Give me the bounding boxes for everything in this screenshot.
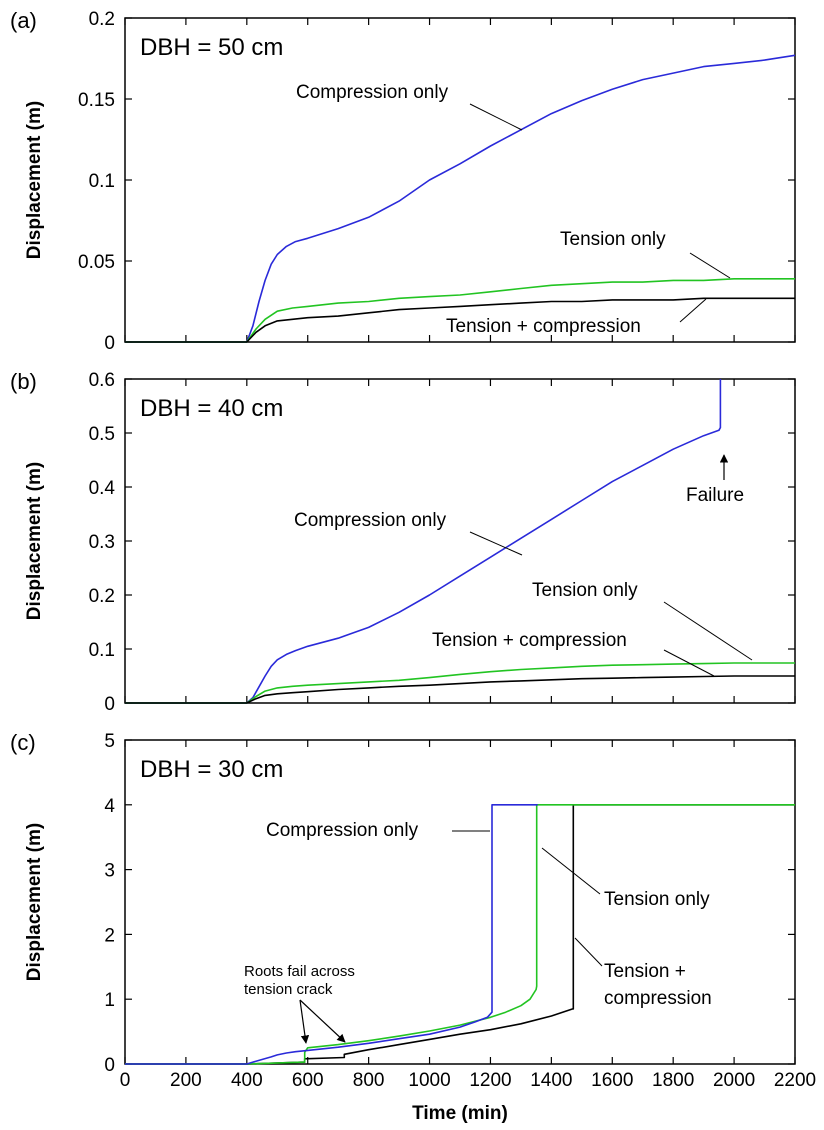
panel-title: DBH = 50 cm (140, 34, 283, 61)
y-tick-label: 0 (104, 694, 115, 715)
x-tick-label: 1600 (591, 1070, 633, 1091)
plot-frame (124, 739, 796, 1065)
series-line-compression (125, 54, 796, 343)
series-line-tension (125, 662, 795, 704)
x-tick-label: 1800 (652, 1070, 694, 1091)
x-tick-label: 200 (170, 1070, 202, 1091)
y-tick-label: 5 (104, 731, 115, 752)
leader-line (663, 649, 715, 677)
annotation-tension-plus: Tension + (604, 961, 686, 982)
y-tick-label: 0.4 (89, 478, 116, 499)
plot-frame (124, 378, 796, 704)
y-axis-label: Displacement (m) (24, 823, 45, 981)
series-line-compression (125, 379, 722, 704)
x-tick-label: 1400 (530, 1070, 572, 1091)
y-ticks: 0 0.1 0.2 0.3 0.4 0.5 0.6 (89, 370, 795, 715)
y-tick-label: 4 (104, 796, 115, 817)
y-tick-label: 0.5 (89, 424, 115, 445)
y-tick-label: 0.2 (89, 9, 115, 30)
panel-b: 0 0.1 0.2 0.3 0.4 0.5 0.6 (b) DBH = 40 cm Disp… (10, 369, 796, 715)
annotation-roots-fail-line1: Roots fail across (244, 963, 355, 980)
y-tick-label: 0.15 (78, 90, 115, 111)
y-tick-label: 0.6 (89, 370, 115, 391)
series-line-compression (125, 803, 538, 1065)
panel-label: (b) (10, 369, 37, 394)
y-ticks: 0 0.05 0.1 0.15 0.2 (78, 9, 795, 354)
annotation-compression-only: Compression only (266, 820, 419, 841)
panel-label: (a) (10, 8, 37, 33)
roots-fail-arrow (299, 999, 346, 1043)
annotation-compression: compression (604, 988, 712, 1009)
y-tick-label: 0 (104, 333, 115, 354)
leader-line (663, 601, 753, 661)
y-tick-label: 0.2 (89, 586, 115, 607)
y-tick-label: 0.1 (89, 640, 115, 661)
series-group (125, 803, 795, 1065)
x-tick-label: 2200 (774, 1070, 816, 1091)
panel-a: 0 0.05 0.1 0.15 0.2 (a) DBH = 50 cm Displace… (10, 8, 796, 354)
x-tick-label: 800 (353, 1070, 385, 1091)
leader-line (469, 531, 523, 556)
x-ticks: 0 200 400 600 800 1000 1200 1400 1600 1800 2000 220… (120, 740, 816, 1091)
y-tick-label: 0 (104, 1055, 115, 1076)
y-tick-label: 1 (104, 990, 115, 1011)
x-tick-label: 400 (231, 1070, 263, 1091)
series-group (125, 54, 796, 343)
y-tick-label: 0.1 (89, 171, 115, 192)
y-ticks: 0 1 2 3 4 5 (104, 731, 795, 1076)
x-tick-label: 1200 (469, 1070, 511, 1091)
leader-line (689, 252, 731, 279)
annotation-roots-fail-line2: tension crack (244, 981, 333, 998)
annotation-tension-plus-compression: Tension + compression (446, 316, 641, 337)
panel-c: 0 200 400 600 800 1000 1200 1400 1600 1800 2000 220… (10, 730, 816, 1124)
leader-line (574, 937, 603, 967)
annotation-compression-only: Compression only (296, 82, 449, 103)
x-tick-label: 1000 (408, 1070, 450, 1091)
annotation-tension-only: Tension only (604, 889, 710, 910)
x-ticks (124, 379, 796, 703)
y-tick-label: 3 (104, 861, 115, 882)
x-ticks (124, 18, 796, 342)
leader-line (679, 298, 707, 323)
series-group (125, 379, 795, 704)
annotation-tension-plus-compression: Tension + compression (432, 630, 627, 651)
x-tick-label: 600 (292, 1070, 324, 1091)
annotation-failure: Failure (686, 485, 744, 506)
x-axis-label: Time (min) (412, 1103, 508, 1124)
panel-title: DBH = 40 cm (140, 395, 283, 422)
x-tick-label: 0 (120, 1070, 131, 1091)
annotation-compression-only: Compression only (294, 510, 447, 531)
roots-fail-arrow (299, 999, 310, 1044)
series-line-tension (125, 277, 795, 343)
annotation-tension-only: Tension only (560, 229, 666, 250)
leader-line (541, 847, 601, 895)
series-line-both (125, 297, 795, 343)
x-tick-label: 2000 (713, 1070, 755, 1091)
series-line-both (125, 675, 795, 704)
y-tick-label: 0.3 (89, 532, 115, 553)
panel-title: DBH = 30 cm (140, 756, 283, 783)
y-axis-label: Displacement (m) (24, 101, 45, 259)
series-line-tension (125, 803, 795, 1065)
panel-label: (c) (10, 730, 36, 755)
y-tick-label: 2 (104, 925, 115, 946)
plot-frame (124, 17, 796, 343)
y-axis-label: Displacement (m) (24, 462, 45, 620)
leader-line (469, 103, 523, 131)
y-tick-label: 0.05 (78, 252, 115, 273)
annotation-tension-only: Tension only (532, 580, 638, 601)
